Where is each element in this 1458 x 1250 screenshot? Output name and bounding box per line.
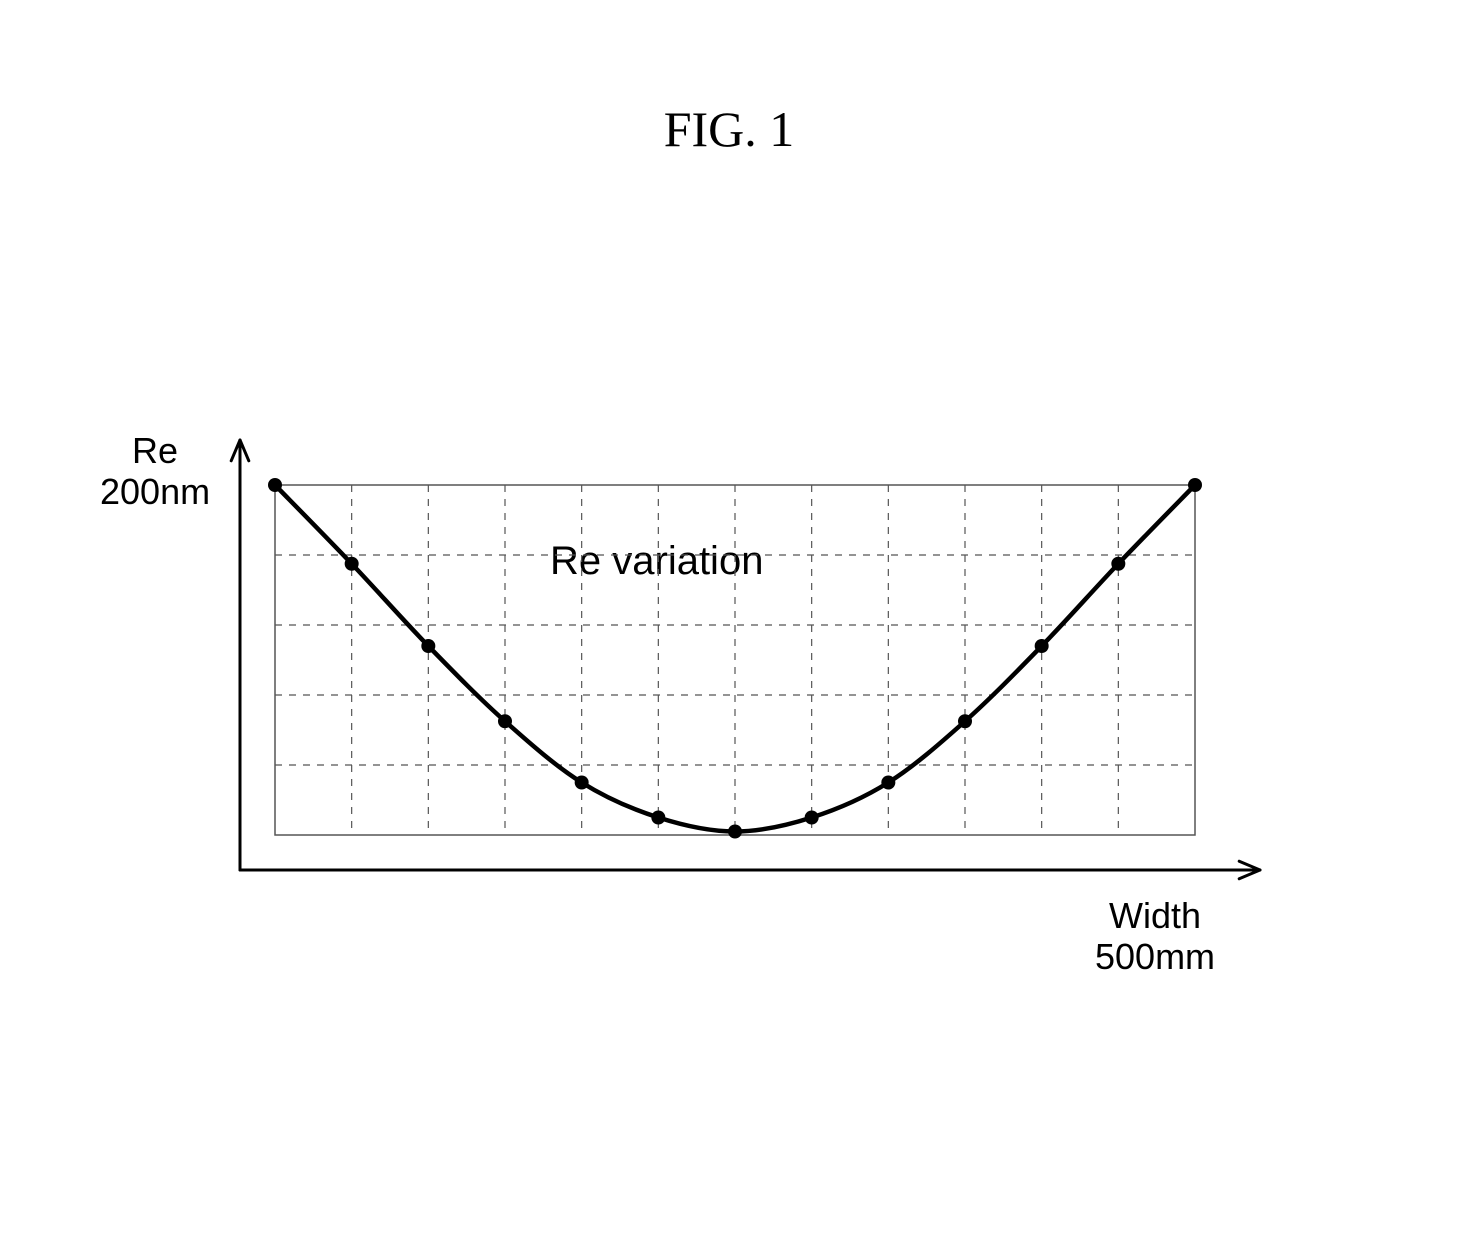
figure-container: FIG. 1 Re 200nm Width 500mm Re variation — [0, 0, 1458, 1250]
chart-svg — [0, 0, 1458, 1250]
